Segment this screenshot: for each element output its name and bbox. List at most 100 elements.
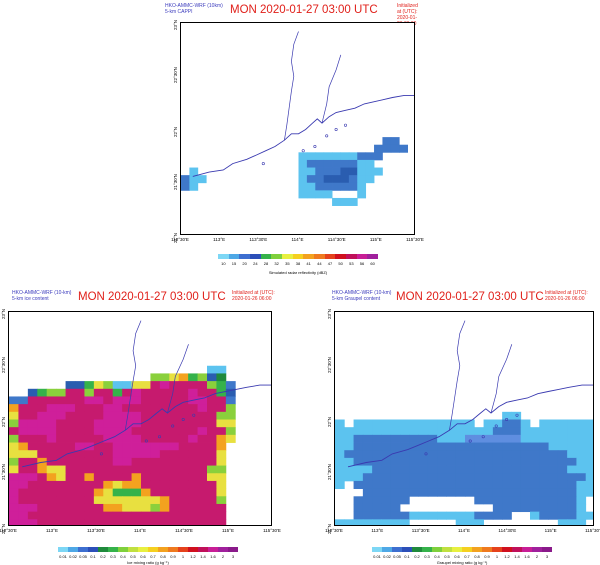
- heatmap-cell: [37, 503, 48, 513]
- heatmap-cell: [400, 442, 410, 451]
- heatmap-cell: [381, 442, 392, 451]
- colorbar-tick-label: 20: [242, 261, 247, 266]
- heatmap-cell: [446, 450, 457, 459]
- heatmap-cell: [315, 167, 325, 176]
- heatmap-cell: [323, 159, 333, 168]
- heatmap-cell: [446, 511, 457, 520]
- heatmap-cell: [9, 450, 19, 459]
- y-tick-label: 23°N: [327, 308, 332, 319]
- heatmap-cell: [381, 419, 392, 428]
- heatmap-cell: [65, 480, 76, 490]
- colorbar-swatch: [472, 547, 483, 552]
- heatmap-cell: [455, 519, 466, 525]
- heatmap-cell: [585, 457, 593, 466]
- heatmap-cell: [141, 411, 151, 420]
- heatmap-cell: [93, 519, 104, 525]
- heatmap-cell: [46, 496, 57, 505]
- heatmap-cell: [557, 419, 568, 428]
- island: [171, 424, 175, 428]
- heatmap-cell: [37, 442, 48, 451]
- heatmap-cell: [315, 152, 325, 161]
- heatmap-cell: [131, 404, 142, 413]
- heatmap-cell: [27, 450, 38, 459]
- heatmap-cell: [169, 457, 180, 466]
- heatmap-cell: [539, 496, 549, 505]
- heatmap-cell: [84, 488, 95, 497]
- heatmap-cell: [112, 442, 123, 451]
- heatmap-cell: [216, 496, 227, 505]
- heatmap-cell: [362, 419, 373, 428]
- colorbar-tick-label: 56: [359, 261, 365, 266]
- heatmap-cell: [188, 442, 198, 451]
- colorbar-swatch: [218, 547, 229, 552]
- heatmap-cell: [112, 503, 123, 513]
- island: [181, 418, 185, 422]
- heatmap-cell: [84, 503, 95, 513]
- heatmap-cell: [530, 457, 540, 466]
- heatmap-cell: [511, 488, 522, 497]
- colorbar-swatch: [492, 547, 503, 552]
- heatmap-cell: [400, 488, 410, 497]
- heatmap-cell: [75, 411, 85, 420]
- heatmap-cell: [197, 427, 208, 436]
- heatmap-cell: [216, 473, 227, 482]
- heatmap-cell: [530, 511, 540, 520]
- heatmap-cell: [400, 450, 410, 459]
- heatmap-cell: [409, 419, 419, 428]
- heatmap-cell: [9, 419, 19, 428]
- heatmap-cell: [390, 511, 401, 520]
- heatmap-cell: [207, 442, 217, 451]
- heatmap-cell: [207, 480, 217, 490]
- river: [167, 344, 189, 414]
- heatmap-cell: [381, 519, 392, 525]
- heatmap-cell: [141, 511, 151, 520]
- heatmap-cell: [122, 450, 132, 459]
- heatmap-cell: [197, 388, 208, 397]
- heatmap-cell: [207, 434, 217, 443]
- heatmap-cell: [502, 465, 512, 474]
- heatmap-cell: [353, 419, 364, 428]
- heatmap-cell: [141, 404, 151, 413]
- heatmap-cell: [46, 450, 57, 459]
- heatmap-cell: [511, 465, 522, 474]
- model-label: HKO-AMMC-WRF (10-km): [12, 290, 72, 296]
- heatmap-cell: [46, 511, 57, 520]
- heatmap-cell: [390, 137, 400, 146]
- heatmap-cell: [150, 373, 161, 382]
- x-tick-label: 113°30'E: [87, 528, 105, 533]
- heatmap-cell: [348, 175, 358, 184]
- heatmap-cell: [131, 411, 142, 420]
- heatmap-cell: [103, 381, 114, 390]
- heatmap-cell: [548, 473, 559, 482]
- x-tick-label: 113°30'E: [249, 237, 268, 242]
- heatmap-cell: [122, 473, 132, 482]
- x-tick-label: 114°E: [291, 237, 304, 242]
- heatmap-cell: [178, 419, 189, 428]
- heatmap-cell: [197, 396, 208, 405]
- heatmap-cell: [323, 190, 333, 199]
- colorbar-swatch: [250, 254, 261, 259]
- heatmap-cell: [216, 411, 227, 420]
- heatmap-cell: [159, 450, 170, 459]
- heatmap-cell: [539, 450, 549, 459]
- heatmap-cell: [216, 511, 227, 520]
- heatmap-cell: [84, 411, 95, 420]
- heatmap-cell: [131, 457, 142, 466]
- heatmap-cell: [27, 488, 38, 497]
- colorbar-swatch: [68, 547, 79, 552]
- heatmap-cell: [372, 480, 382, 490]
- heatmap-cell: [511, 419, 522, 428]
- heatmap-cell: [18, 488, 29, 497]
- heatmap-cell: [474, 450, 484, 459]
- heatmap-cell: [340, 167, 350, 176]
- heatmap-cell: [390, 434, 401, 443]
- heatmap-cell: [103, 411, 114, 420]
- heatmap-cell: [188, 419, 198, 428]
- heatmap-cell: [446, 419, 457, 428]
- heatmap-cell: [557, 450, 568, 459]
- heatmap-cell: [362, 434, 373, 443]
- heatmap-cell: [188, 503, 198, 513]
- colorbar-swatch: [198, 547, 209, 552]
- heatmap-cell: [381, 473, 392, 482]
- heatmap-cell: [492, 496, 503, 505]
